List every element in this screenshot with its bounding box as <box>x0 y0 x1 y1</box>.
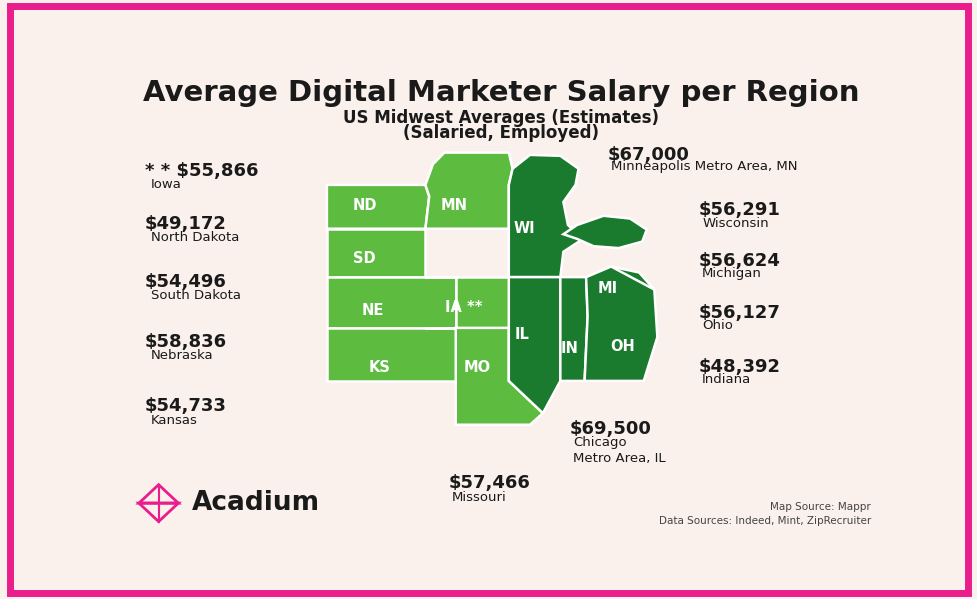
Text: $54,733: $54,733 <box>145 397 227 415</box>
Text: Map Source: Mappr
Data Sources: Indeed, Mint, ZipRecruiter: Map Source: Mappr Data Sources: Indeed, … <box>658 502 871 526</box>
Text: Wisconsin: Wisconsin <box>701 217 768 229</box>
Polygon shape <box>584 267 657 381</box>
Text: MO: MO <box>463 359 490 374</box>
Polygon shape <box>508 155 582 277</box>
Text: MN: MN <box>441 198 467 213</box>
Text: KS: KS <box>368 359 391 374</box>
Polygon shape <box>508 277 560 413</box>
Text: Average Digital Marketer Salary per Region: Average Digital Marketer Salary per Regi… <box>143 78 859 107</box>
Text: (Salaried, Employed): (Salaried, Employed) <box>403 124 599 142</box>
Text: Indiana: Indiana <box>701 374 750 386</box>
Polygon shape <box>425 153 512 229</box>
Polygon shape <box>455 328 542 425</box>
Text: Michigan: Michigan <box>701 267 761 280</box>
Text: Kansas: Kansas <box>150 413 197 426</box>
Text: US Midwest Averages (Estimates): US Midwest Averages (Estimates) <box>343 109 658 127</box>
Text: $69,500: $69,500 <box>569 420 651 438</box>
Text: Minneapolis Metro Area, MN: Minneapolis Metro Area, MN <box>611 160 797 173</box>
Text: IN: IN <box>560 341 577 356</box>
Text: South Dakota: South Dakota <box>150 289 240 302</box>
Text: $56,127: $56,127 <box>698 304 780 322</box>
Text: $57,466: $57,466 <box>447 474 530 492</box>
Text: North Dakota: North Dakota <box>150 231 239 244</box>
Text: Acadium: Acadium <box>191 490 319 516</box>
Text: Nebraska: Nebraska <box>150 349 213 362</box>
Text: Iowa: Iowa <box>150 179 182 192</box>
Polygon shape <box>560 277 587 381</box>
Text: OH: OH <box>610 339 634 354</box>
Text: Chicago
Metro Area, IL: Chicago Metro Area, IL <box>573 435 665 465</box>
Text: $56,291: $56,291 <box>698 201 780 219</box>
Text: $54,496: $54,496 <box>145 273 227 291</box>
Text: $48,392: $48,392 <box>698 358 780 376</box>
Polygon shape <box>585 267 654 326</box>
Polygon shape <box>326 328 455 381</box>
Polygon shape <box>326 277 455 328</box>
Text: $67,000: $67,000 <box>607 146 689 164</box>
Text: $58,836: $58,836 <box>145 332 227 350</box>
Polygon shape <box>425 277 508 328</box>
Text: * * $55,866: * * $55,866 <box>145 162 258 180</box>
Polygon shape <box>326 229 425 277</box>
Polygon shape <box>326 185 429 229</box>
Text: ND: ND <box>352 198 377 213</box>
Text: NE: NE <box>361 303 383 318</box>
Text: SD: SD <box>353 251 376 266</box>
Text: MI: MI <box>597 281 616 296</box>
Text: IL: IL <box>515 327 530 342</box>
Text: WI: WI <box>513 221 534 236</box>
Text: IA **: IA ** <box>445 300 482 314</box>
Text: Ohio: Ohio <box>701 319 732 332</box>
Text: $56,624: $56,624 <box>698 252 780 270</box>
Text: Missouri: Missouri <box>451 491 506 504</box>
Text: $49,172: $49,172 <box>145 215 227 233</box>
Polygon shape <box>563 216 646 248</box>
